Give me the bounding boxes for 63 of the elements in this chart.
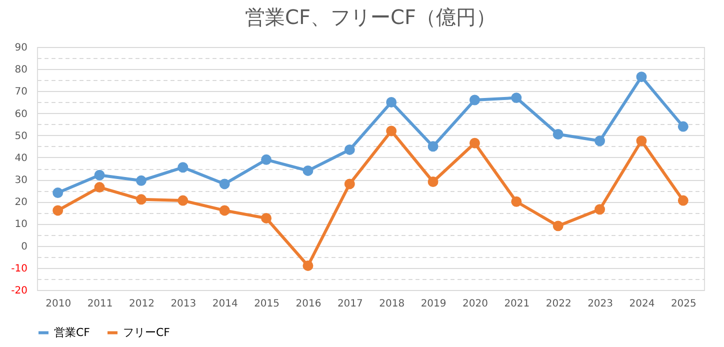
point — [386, 126, 397, 136]
point — [261, 212, 272, 224]
y-tick-label: 80 — [14, 64, 28, 76]
y-tick-label: 70 — [14, 86, 28, 98]
y-tick-label: 20 — [14, 197, 28, 208]
point — [178, 162, 188, 173]
point — [344, 178, 355, 190]
point — [136, 194, 146, 205]
x-tick-label: 2022 — [546, 298, 572, 310]
point — [594, 136, 606, 146]
x-tick-label: 2014 — [212, 298, 238, 310]
y-tick-label: -20 — [11, 286, 28, 296]
point — [552, 129, 564, 140]
point — [261, 154, 272, 165]
point — [636, 72, 647, 82]
point — [52, 188, 64, 198]
chart-title: 営業CF、フリーCF（億円） — [245, 5, 496, 29]
point — [469, 94, 480, 106]
y-tick-label: 50 — [14, 130, 28, 142]
point — [552, 220, 564, 232]
x-tick-label: 2019 — [420, 298, 446, 310]
point — [178, 195, 188, 206]
x-tick-label: 2012 — [128, 298, 154, 310]
point — [428, 176, 438, 187]
point — [52, 205, 64, 216]
x-tick-label: 2020 — [462, 298, 488, 310]
y-tick-label: 60 — [14, 108, 28, 120]
point — [136, 175, 146, 186]
x-tick-label: 2010 — [46, 298, 72, 310]
point — [302, 165, 314, 176]
x-tick-label: 2024 — [629, 298, 655, 310]
point — [469, 138, 480, 148]
point — [94, 170, 105, 180]
point — [344, 144, 355, 155]
point — [386, 96, 397, 108]
x-tick-label: 2011 — [87, 298, 113, 310]
point — [428, 141, 438, 152]
point — [636, 136, 647, 146]
y-tick-label: 90 — [14, 42, 28, 54]
point — [219, 205, 230, 216]
point — [511, 196, 522, 207]
x-tick-label: 2021 — [504, 298, 530, 310]
x-tick-label: 2023 — [588, 298, 614, 310]
x-tick-label: 2025 — [670, 298, 696, 310]
point — [594, 204, 606, 215]
point — [302, 260, 314, 271]
x-tick-label: 2017 — [337, 298, 363, 310]
y-tick-label: 0 — [21, 241, 28, 252]
legend-label: フリーCF — [123, 326, 170, 339]
x-tick-label: 2015 — [254, 298, 280, 310]
point — [94, 182, 105, 193]
y-tick-label: -10 — [11, 263, 28, 274]
legend-label: 営業CF — [54, 326, 90, 339]
y-tick-label: 30 — [14, 175, 28, 186]
x-tick-label: 2016 — [296, 298, 322, 310]
x-tick-label: 2018 — [379, 298, 405, 310]
point — [511, 92, 522, 104]
point — [678, 195, 688, 206]
point — [678, 121, 688, 132]
x-tick-label: 2013 — [170, 298, 196, 310]
y-tick-label: 10 — [14, 219, 28, 230]
y-tick-label: 40 — [14, 152, 28, 164]
point — [219, 178, 230, 190]
